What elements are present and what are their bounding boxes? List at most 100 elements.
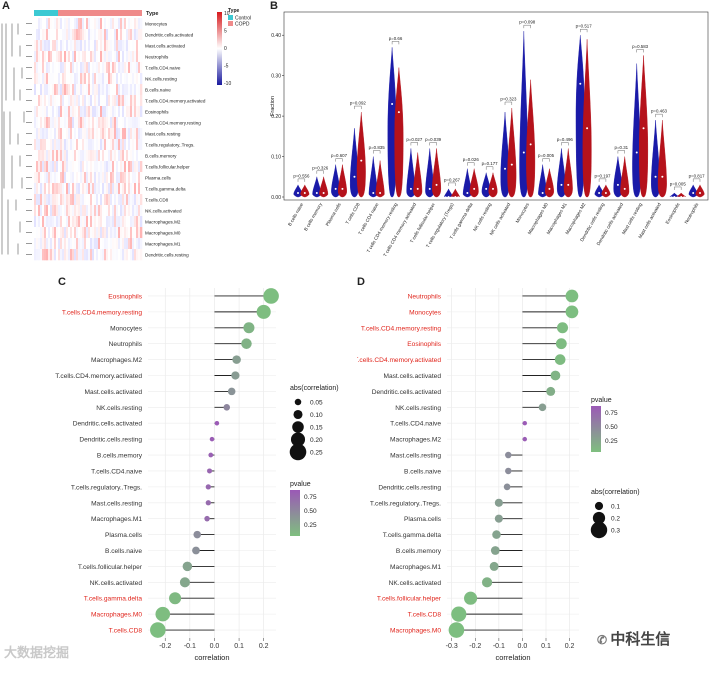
heatmap-cell xyxy=(82,172,85,184)
heatmap-cell xyxy=(50,128,53,140)
heatmap-cell xyxy=(98,40,101,52)
heatmap-cell xyxy=(50,29,53,41)
heatmap-cell xyxy=(60,62,63,74)
lollipop-dot xyxy=(565,289,579,303)
heatmap-cell xyxy=(82,29,85,41)
heatmap-cell xyxy=(106,205,109,217)
heatmap-cell xyxy=(56,73,59,85)
heatmap-cell xyxy=(82,249,85,261)
heatmap-cell xyxy=(50,51,53,63)
heatmap-cell xyxy=(100,40,103,52)
heatmap-cell xyxy=(38,73,41,85)
heatmap-cell xyxy=(112,106,115,118)
heatmap-cell xyxy=(74,227,77,239)
heatmap-cell xyxy=(122,40,125,52)
heatmap-cell xyxy=(70,51,73,63)
heatmap-cell xyxy=(134,139,137,151)
heatmap-cell xyxy=(42,95,45,107)
heatmap-cell xyxy=(66,18,69,30)
heatmap-cell xyxy=(60,29,63,41)
heatmap-cell xyxy=(126,106,129,118)
heatmap-row-label: B.cells.memory xyxy=(145,154,177,159)
heatmap-cell xyxy=(68,172,71,184)
heatmap-cell xyxy=(86,183,89,195)
heatmap-cell xyxy=(128,161,131,173)
heatmap-cell xyxy=(116,40,119,52)
lollipop-dot xyxy=(505,451,512,459)
heatmap-cell xyxy=(68,51,71,63)
heatmap-cell xyxy=(72,161,75,173)
heatmap-cell xyxy=(124,128,127,140)
heatmap-cell xyxy=(88,249,91,261)
heatmap-cell xyxy=(104,150,107,162)
violin-copd xyxy=(620,156,630,198)
y-category-label: Macrophages.M2 xyxy=(390,437,441,444)
heatmap-cell xyxy=(140,172,143,184)
heatmap-cell xyxy=(96,51,99,63)
heatmap-cell xyxy=(90,73,93,85)
heatmap-cell xyxy=(62,95,65,107)
size-legend-dot xyxy=(594,501,604,511)
heatmap-cell xyxy=(86,73,89,85)
heatmap-cell xyxy=(130,227,133,239)
lollipop-dot xyxy=(522,421,527,426)
heatmap-cell xyxy=(126,40,129,52)
heatmap-cell xyxy=(52,172,55,184)
heatmap-cell xyxy=(116,194,119,206)
y-category-label: T.cells.CD4.memory.resting xyxy=(361,325,441,332)
heatmap-cell xyxy=(44,161,47,173)
heatmap-cell xyxy=(134,117,137,129)
heatmap-cell xyxy=(60,227,63,239)
heatmap-cell xyxy=(38,172,41,184)
heatmap-cell xyxy=(56,18,59,30)
heatmap-cell xyxy=(82,227,85,239)
heatmap-cell xyxy=(138,128,141,140)
heatmap-cell xyxy=(118,161,121,173)
heatmap-cell xyxy=(54,40,57,52)
heatmap-cell xyxy=(130,95,133,107)
heatmap-cell xyxy=(114,139,117,151)
heatmap-cell xyxy=(86,40,89,52)
heatmap-cell xyxy=(102,172,105,184)
heatmap-cell xyxy=(70,117,73,129)
heatmap-cell xyxy=(108,161,111,173)
heatmap-cell xyxy=(44,238,47,250)
heatmap-cell xyxy=(118,238,121,250)
heatmap-cell xyxy=(58,117,61,129)
panel-label-d: D xyxy=(357,276,365,288)
heatmap-cell xyxy=(104,172,107,184)
heatmap-cell xyxy=(56,249,59,261)
heatmap-cell xyxy=(60,216,63,228)
heatmap-cell xyxy=(132,227,135,239)
heatmap-cell xyxy=(132,84,135,96)
heatmap-cell xyxy=(44,139,47,151)
heatmap-cell xyxy=(78,18,81,30)
significance-bracket xyxy=(297,178,306,182)
heatmap-cell xyxy=(48,106,51,118)
heatmap-cell xyxy=(96,29,99,41)
heatmap-cell xyxy=(126,172,129,184)
heatmap-cell xyxy=(36,238,39,250)
heatmap-cell xyxy=(122,139,125,151)
heatmap-cell xyxy=(136,216,139,228)
heatmap-cell xyxy=(140,216,143,228)
heatmap-cell xyxy=(108,106,111,118)
heatmap-cell xyxy=(58,18,61,30)
heatmap-cell xyxy=(132,40,135,52)
heatmap-cell xyxy=(108,238,111,250)
heatmap-cell xyxy=(70,238,73,250)
violin-median-control xyxy=(673,196,676,198)
heatmap-cell xyxy=(38,40,41,52)
y-category-label: Mast.cells.resting xyxy=(390,453,441,460)
heatmap-cell xyxy=(104,51,107,63)
heatmap-cell xyxy=(44,51,47,63)
heatmap-cell xyxy=(124,95,127,107)
heatmap-cell xyxy=(120,128,123,140)
heatmap-row-label: Macrophages.M2 xyxy=(145,220,181,225)
heatmap-cell xyxy=(38,128,41,140)
lollipop-dot xyxy=(256,304,271,319)
heatmap-cell xyxy=(82,161,85,173)
violin-median-copd xyxy=(473,187,476,190)
heatmap-cell xyxy=(34,238,37,250)
heatmap-cell xyxy=(108,216,111,228)
